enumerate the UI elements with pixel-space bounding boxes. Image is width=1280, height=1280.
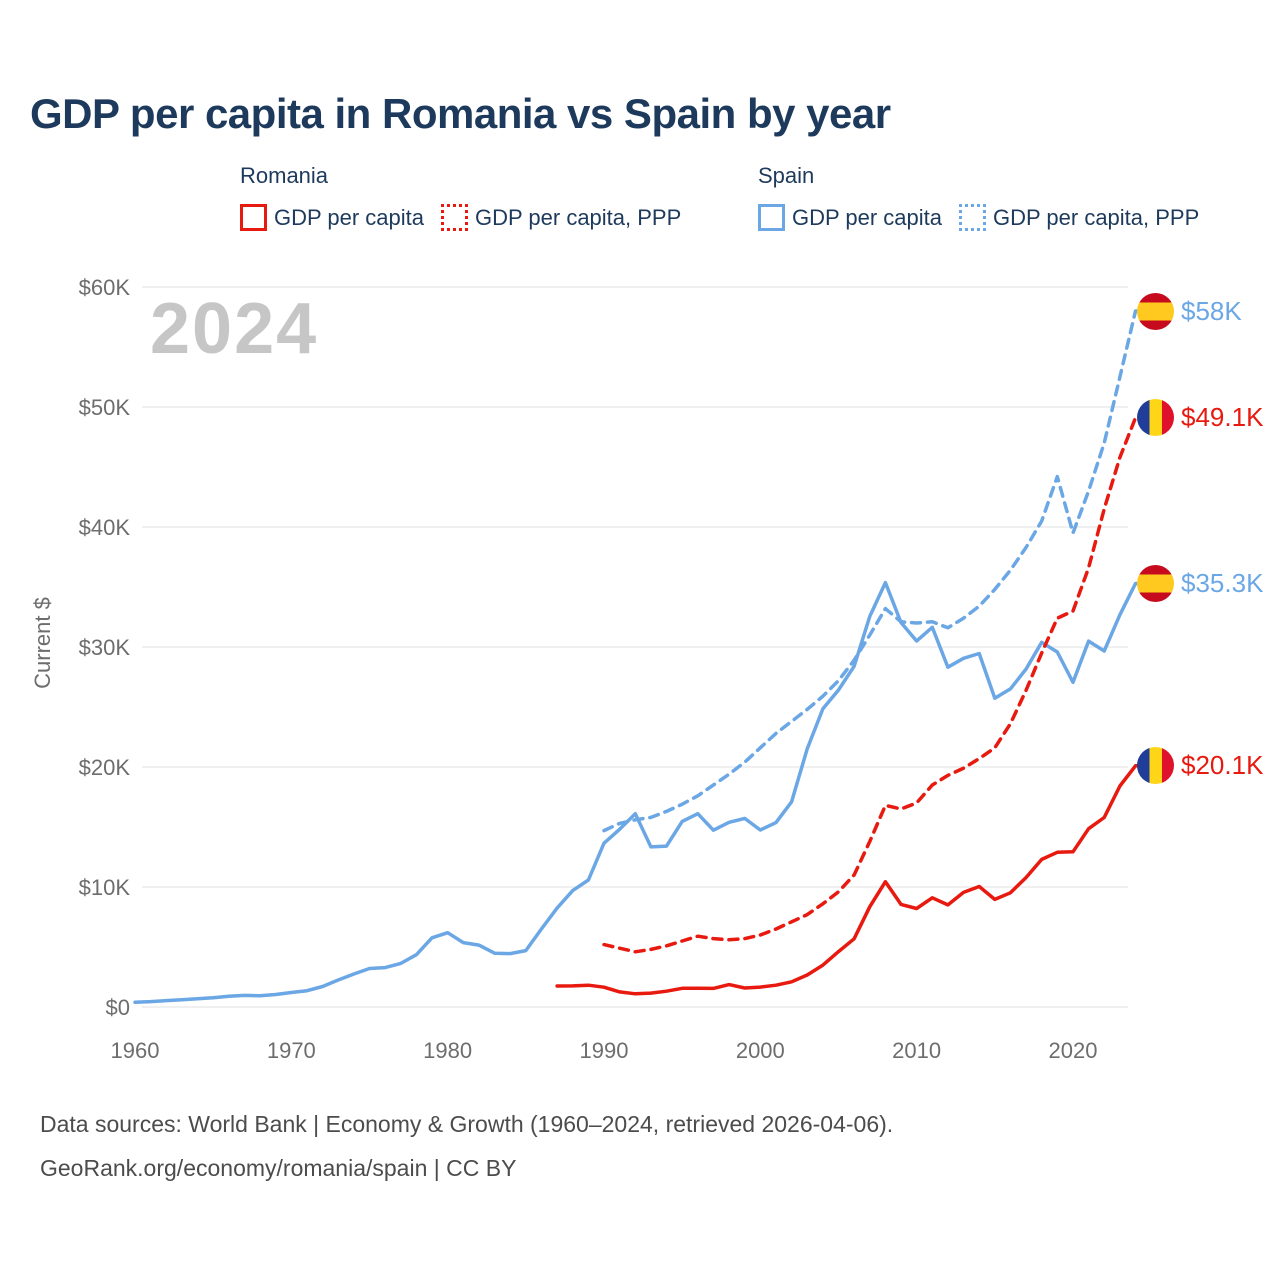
end-label-value: $49.1K — [1181, 402, 1264, 433]
series-line-romania-gdp-per-capita-ppp — [602, 416, 1143, 954]
y-axis-tick-label: $20K — [79, 755, 131, 780]
legend-item-romania-gdp: GDP per capita — [240, 204, 424, 231]
legend-item-label: GDP per capita — [792, 204, 943, 230]
x-axis-tick-label: 2020 — [1049, 1038, 1098, 1063]
legend-item-romania-gdp-ppp: GDP per capita, PPP — [441, 204, 681, 231]
legend-row-romania: GDP per capita GDP per capita, PPP — [240, 204, 681, 231]
legend-item-label: GDP per capita, PPP — [993, 204, 1200, 230]
spain-dotted-swatch-icon — [959, 204, 987, 231]
legend-group-label-spain: Spain — [758, 163, 815, 188]
x-axis-tick-label: 2000 — [736, 1038, 785, 1063]
romania-flag-icon — [1137, 747, 1174, 785]
end-label-value: $35.3K — [1181, 567, 1264, 598]
end-label-romania: $20.1K — [1137, 747, 1263, 785]
series-line-romania-gdp-per-capita — [555, 764, 1143, 996]
y-axis-tick-label: $50K — [79, 395, 131, 420]
romania-dotted-swatch-icon — [441, 204, 469, 231]
series-line-spain-gdp-per-capita — [133, 580, 1143, 1004]
footer-attribution-line: GeoRank.org/economy/romania/spain | CC B… — [40, 1155, 517, 1181]
y-axis-tick-label: $10K — [79, 875, 131, 900]
x-axis-tick-label: 1980 — [423, 1038, 472, 1063]
end-label-value: $58K — [1181, 295, 1242, 326]
spain-flag-icon — [1137, 564, 1174, 602]
y-axis-tick-label: $60K — [79, 275, 131, 300]
legend-group-label-romania: Romania — [240, 163, 329, 188]
legend-group-romania: Romania GDP per capita GDP per capita, P… — [240, 163, 681, 231]
y-axis-tick-label: $0 — [106, 995, 130, 1020]
legend-row-spain: GDP per capita GDP per capita, PPP — [758, 204, 1199, 231]
legend-group-spain: Spain GDP per capita GDP per capita, PPP — [758, 163, 1199, 231]
y-axis-title: Current $ — [30, 597, 55, 689]
footer: Data sources: World Bank | Economy & Gro… — [40, 1102, 893, 1190]
y-axis-tick-label: $40K — [79, 515, 131, 540]
end-label-value: $20.1K — [1181, 750, 1264, 781]
series-line-spain-gdp-per-capita-ppp — [602, 309, 1143, 833]
x-axis-tick-label: 1960 — [111, 1038, 160, 1063]
footer-sources-line: Data sources: World Bank | Economy & Gro… — [40, 1111, 894, 1137]
legend-item-spain-gdp-ppp: GDP per capita, PPP — [959, 204, 1199, 231]
romania-flag-icon — [1137, 399, 1174, 437]
legend-item-spain-gdp: GDP per capita — [758, 204, 942, 231]
x-axis-tick-label: 1990 — [580, 1038, 629, 1063]
x-axis-tick-label: 2010 — [892, 1038, 941, 1063]
page-title: GDP per capita in Romania vs Spain by ye… — [30, 90, 891, 137]
legend-item-label: GDP per capita, PPP — [475, 204, 682, 230]
end-label-spain: $58K — [1137, 292, 1242, 330]
legend-item-label: GDP per capita — [274, 204, 425, 230]
spain-solid-swatch-icon — [758, 204, 785, 231]
end-label-romania: $49.1K — [1137, 399, 1263, 437]
romania-solid-swatch-icon — [240, 204, 267, 231]
year-watermark: 2024 — [150, 289, 319, 369]
y-axis-tick-label: $30K — [79, 635, 131, 660]
end-label-spain: $35.3K — [1137, 564, 1263, 602]
x-axis-tick-label: 1970 — [267, 1038, 316, 1063]
spain-flag-icon — [1137, 292, 1174, 330]
